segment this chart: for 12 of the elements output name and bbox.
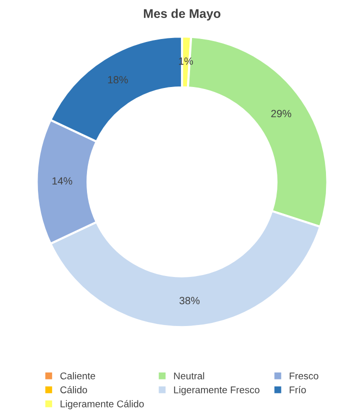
data-label: 29%	[271, 110, 292, 118]
data-label: 14%	[52, 177, 72, 185]
data-label: 18%	[108, 76, 128, 84]
legend-label: Frío	[290, 386, 306, 394]
legend-label: Ligeramente Fresco	[174, 386, 260, 396]
legend-label: Fresco	[290, 372, 318, 380]
legend-label: Cálido	[60, 386, 88, 394]
chart-title: Mes de Mayo	[144, 8, 220, 20]
legend-label: Caliente	[60, 372, 96, 380]
legend-label: Neutral	[174, 372, 204, 380]
data-label: 38%	[180, 296, 200, 304]
legend-label: Ligeramente Cálido	[60, 400, 144, 410]
